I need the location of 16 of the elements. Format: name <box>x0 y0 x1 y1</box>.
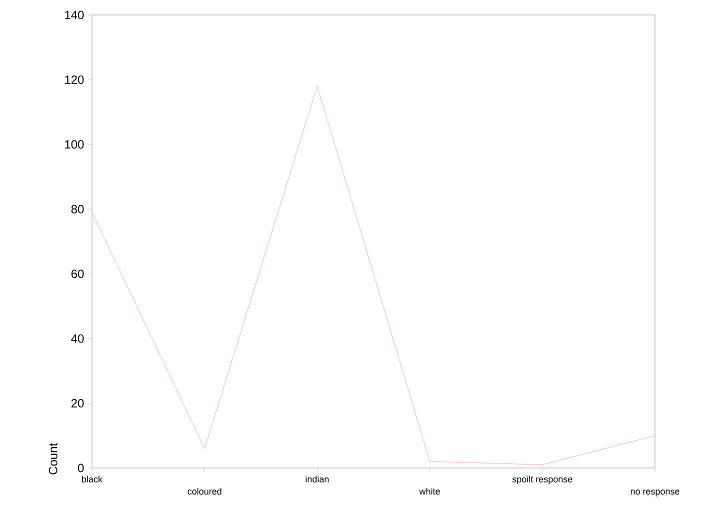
y-tick-label: 100 <box>65 140 84 149</box>
x-tick-label: indian <box>306 476 329 482</box>
x-tick-label: white <box>419 488 440 495</box>
x-tick-label: coloured <box>188 488 222 495</box>
y-tick-label: 0 <box>78 464 84 472</box>
line-series <box>92 86 655 465</box>
x-tick-label: black <box>82 476 103 482</box>
y-tick-label: 20 <box>71 399 84 408</box>
y-tick-label: 120 <box>65 75 84 84</box>
y-tick-label: 60 <box>71 270 84 278</box>
y-tick-label: 80 <box>71 204 84 214</box>
y-axis-title: Count <box>48 443 58 474</box>
x-tick-label: no response <box>630 490 680 496</box>
x-tick-label: spoilt response <box>512 476 572 484</box>
y-tick-label: 140 <box>65 10 84 20</box>
y-tick-label: 40 <box>71 334 84 343</box>
